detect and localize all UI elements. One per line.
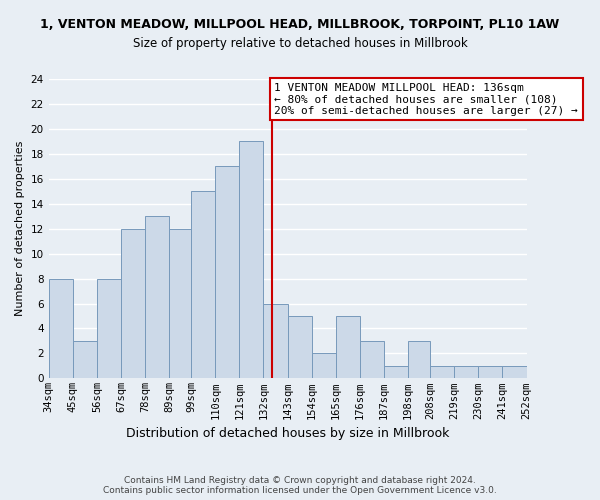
Bar (454, 366, 478, 378)
X-axis label: Distribution of detached houses by size in Millbrook: Distribution of detached houses by size … (126, 427, 449, 440)
Bar (49, 278, 73, 378)
Bar (169, 228, 191, 378)
Bar (360, 341, 384, 378)
Bar (478, 366, 502, 378)
Bar (73, 341, 97, 378)
Text: Size of property relative to detached houses in Millbrook: Size of property relative to detached ho… (133, 38, 467, 51)
Bar (336, 316, 360, 378)
Bar (287, 316, 312, 378)
Bar (408, 341, 430, 378)
Bar (121, 228, 145, 378)
Y-axis label: Number of detached properties: Number of detached properties (15, 141, 25, 316)
Bar (145, 216, 169, 378)
Bar (502, 366, 527, 378)
Text: Contains HM Land Registry data © Crown copyright and database right 2024.: Contains HM Land Registry data © Crown c… (124, 476, 476, 485)
Bar (191, 192, 215, 378)
Text: 1 VENTON MEADOW MILLPOOL HEAD: 136sqm
← 80% of detached houses are smaller (108): 1 VENTON MEADOW MILLPOOL HEAD: 136sqm ← … (274, 82, 578, 116)
Bar (239, 142, 263, 378)
Bar (384, 366, 408, 378)
Bar (430, 366, 454, 378)
Bar (312, 354, 336, 378)
Bar (97, 278, 121, 378)
Text: 1, VENTON MEADOW, MILLPOOL HEAD, MILLBROOK, TORPOINT, PL10 1AW: 1, VENTON MEADOW, MILLPOOL HEAD, MILLBRO… (40, 18, 560, 30)
Bar (215, 166, 239, 378)
Text: Contains public sector information licensed under the Open Government Licence v3: Contains public sector information licen… (103, 486, 497, 495)
Bar (263, 304, 287, 378)
